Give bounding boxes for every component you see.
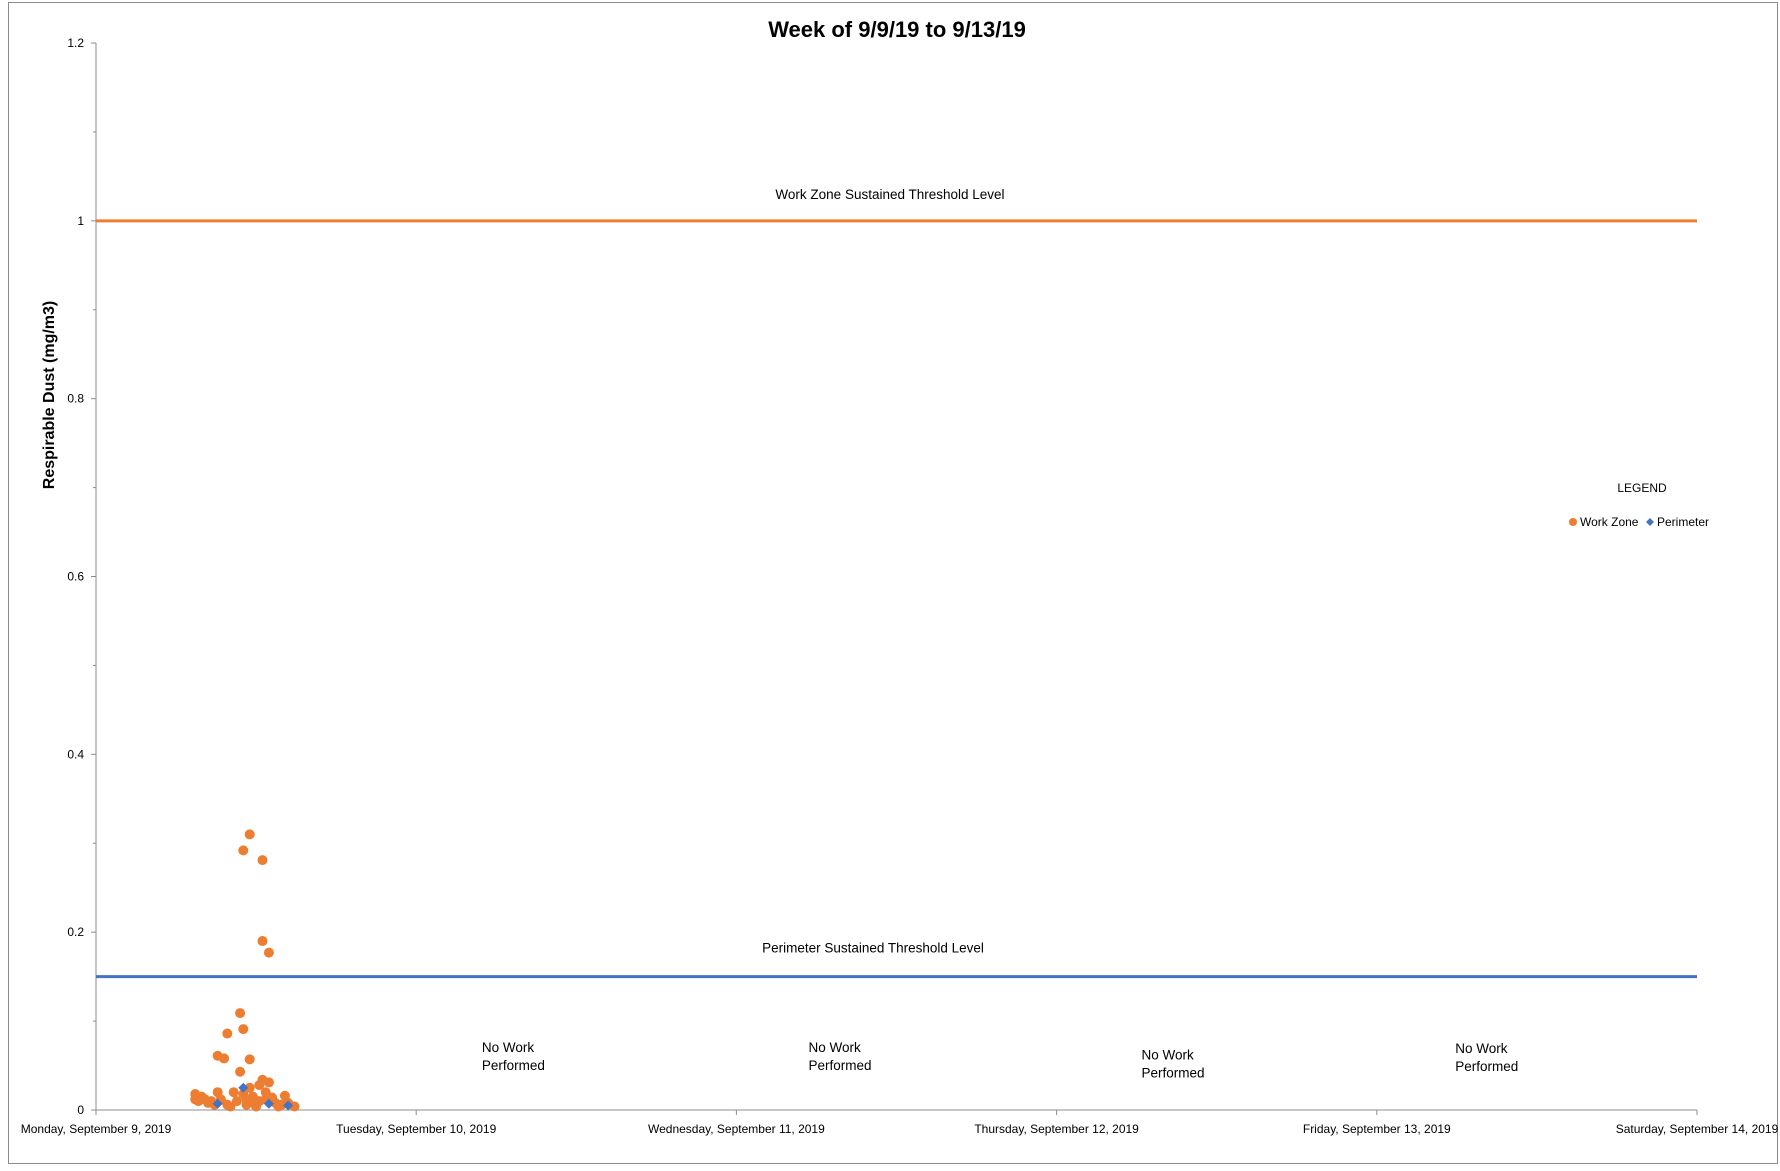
chart-frame [8,2,1778,1164]
perimeter-point [263,1098,274,1109]
perimeter-point [238,1082,249,1093]
work-zone-point [263,947,274,958]
legend-label: Perimeter [1657,515,1709,529]
threshold-lines: Work Zone Sustained Threshold Level Perim… [96,187,1697,979]
work-zone-point [219,1053,230,1064]
annotation-line: Performed [1455,1059,1518,1074]
y-axis-label: Respirable Dust (mg/m3) [41,301,58,489]
x-tick-label: Thursday, September 12, 2019 [974,1122,1139,1136]
y-tick-label: 1 [77,214,84,228]
threshold-label: Work Zone Sustained Threshold Level [775,187,1004,202]
annotation-line: No Work [1141,1047,1194,1062]
work-zone-point [257,855,268,866]
work-zone-point [235,1008,246,1019]
x-tick-label: Friday, September 13, 2019 [1303,1122,1451,1136]
work-zone-point [222,1028,233,1039]
y-tick-label: 1.2 [67,36,84,50]
work-zone-point [244,829,255,840]
x-tick-label: Monday, September 9, 2019 [21,1122,172,1136]
no-work-annotation: No Work Performed [1455,1041,1518,1074]
work-zone-point [244,1054,255,1065]
work-zone-point [235,1066,246,1077]
x-tick-label: Saturday, September 14, 2019 [1616,1122,1779,1136]
no-work-annotation: No Work Performed [808,1040,871,1073]
threshold-label: Perimeter Sustained Threshold Level [762,941,984,956]
y-tick-label: 0.8 [67,392,84,406]
annotation-line: No Work [482,1040,535,1055]
annotation-line: Performed [1141,1065,1204,1080]
annotations: No Work Performed No Work Performed No Work P… [482,1040,1518,1080]
no-work-annotation: No Work Performed [1141,1047,1204,1080]
y-tick-label: 0 [77,1103,84,1117]
y-tick-label: 0.4 [67,747,84,761]
y-tick-label: 0.2 [67,925,84,939]
annotation-line: Performed [482,1058,545,1073]
work-zone-point [231,1096,242,1107]
perimeter-point [283,1100,294,1111]
no-work-annotation: No Work Performed [482,1040,545,1073]
work-zone-point [238,845,249,856]
work-zone-point [238,1024,249,1035]
x-tick-label: Wednesday, September 11, 2019 [648,1122,825,1136]
annotation-line: No Work [1455,1041,1508,1056]
legend-title: LEGEND [1617,481,1667,495]
x-tick-label: Tuesday, September 10, 2019 [336,1122,496,1136]
work-zone-point [244,1082,255,1093]
legend-label: Work Zone [1580,515,1639,529]
legend: LEGEND Work Zone Perimeter [1569,481,1709,529]
annotation-line: Performed [808,1058,871,1073]
data-points [190,829,300,1112]
work-zone-point [257,936,268,947]
annotation-line: No Work [808,1040,861,1055]
legend-perimeter-marker [1646,518,1654,526]
chart-title: Week of 9/9/19 to 9/13/19 [768,17,1026,42]
legend-work-zone-marker [1569,518,1577,526]
work-zone-point [289,1101,300,1112]
work-zone-point [228,1087,239,1098]
work-zone-point [263,1077,274,1088]
y-tick-label: 0.6 [67,570,84,584]
perimeter-point [212,1098,223,1109]
axes: 0 0.2 0.4 0.6 0.8 1 1.2 Monday, September 9, 20… [21,36,1779,1136]
